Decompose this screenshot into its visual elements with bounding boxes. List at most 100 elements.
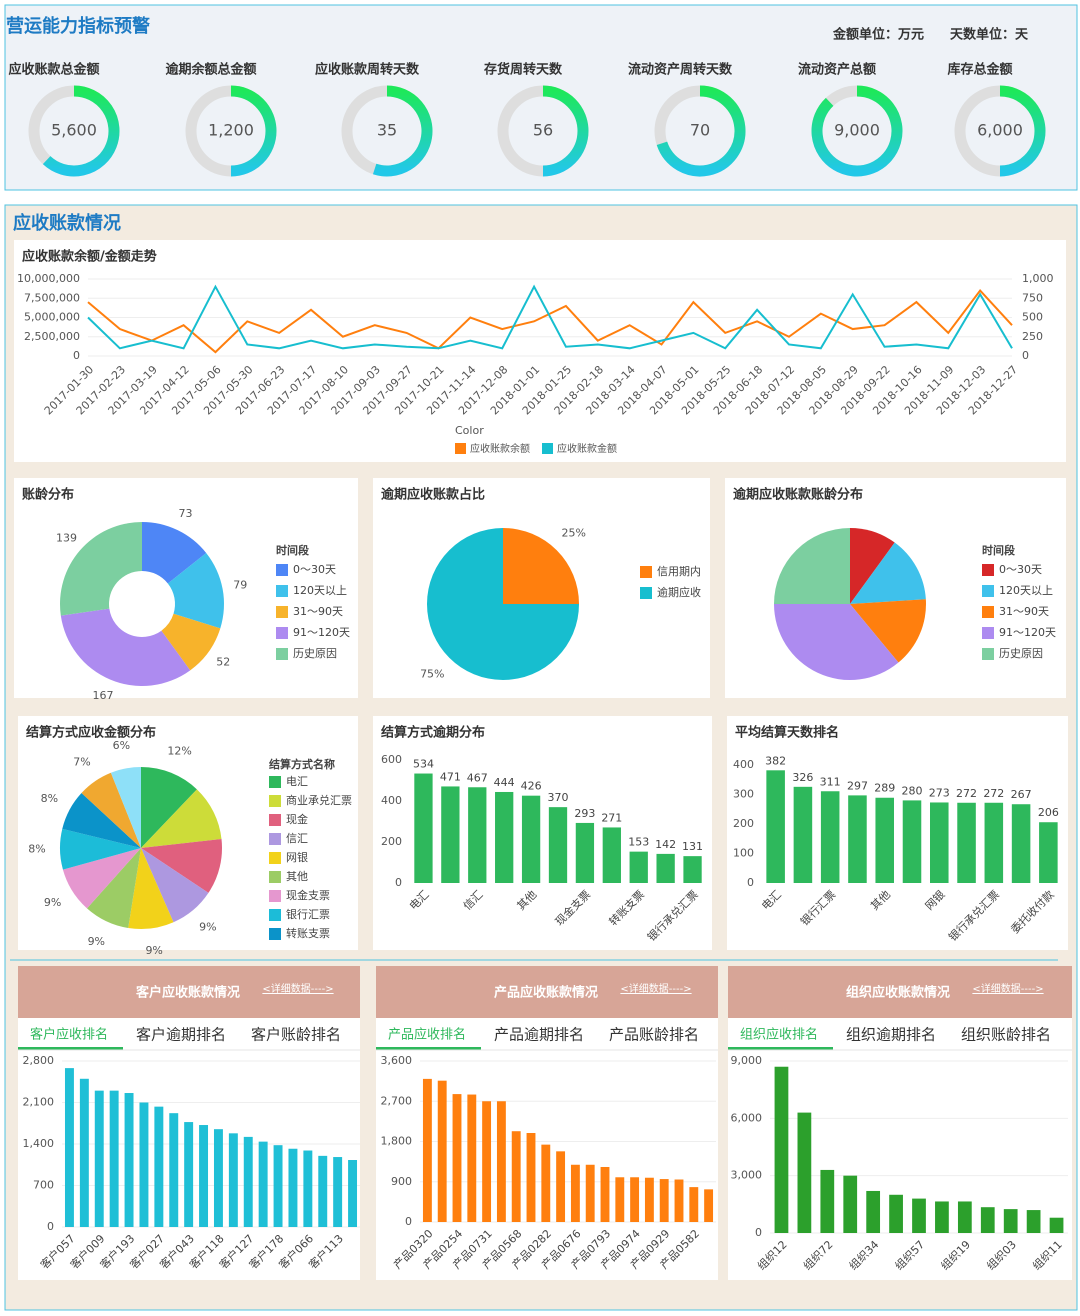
tab[interactable]: 产品账龄排名 bbox=[609, 1026, 699, 1044]
bar bbox=[575, 822, 595, 883]
value-label: 153 bbox=[628, 836, 649, 849]
y-tick-label: 3,600 bbox=[381, 1054, 413, 1067]
legend-label: 120天以上 bbox=[999, 584, 1053, 597]
tab[interactable]: 组织账龄排名 bbox=[961, 1026, 1051, 1044]
value-label: 370 bbox=[548, 791, 569, 804]
gauge-label: 库存总金额 bbox=[947, 62, 1012, 78]
bar bbox=[629, 851, 648, 883]
value-label: 206 bbox=[1038, 806, 1059, 819]
value-label: 426 bbox=[521, 780, 542, 793]
slice-label: 9% bbox=[145, 944, 162, 957]
bar bbox=[570, 1164, 580, 1222]
bar bbox=[1039, 822, 1058, 883]
bar bbox=[124, 1093, 134, 1227]
detail-link[interactable]: <详细数据----> bbox=[262, 982, 333, 995]
bar bbox=[644, 1177, 654, 1222]
bar bbox=[258, 1141, 268, 1227]
unit-label: 金额单位：万元 bbox=[832, 27, 924, 43]
slice-label: 167 bbox=[93, 689, 114, 702]
y-tick-label: 0 bbox=[755, 1226, 762, 1239]
tab[interactable]: 产品逾期排名 bbox=[494, 1026, 584, 1044]
bar bbox=[154, 1106, 164, 1227]
legend-swatch bbox=[276, 585, 288, 597]
value-label: 273 bbox=[929, 786, 950, 799]
bar bbox=[774, 1066, 789, 1233]
bar bbox=[496, 1101, 506, 1222]
legend-label: 31～90天 bbox=[999, 605, 1049, 618]
detail-link[interactable]: <详细数据----> bbox=[620, 982, 691, 995]
slice-label: 139 bbox=[56, 531, 77, 544]
value-label: 444 bbox=[494, 776, 515, 789]
legend-swatch bbox=[269, 814, 281, 826]
value-label: 272 bbox=[983, 787, 1004, 800]
legend-title: Color bbox=[455, 424, 484, 437]
legend-swatch bbox=[982, 585, 994, 597]
pie-slice bbox=[142, 522, 207, 584]
bar bbox=[348, 1160, 358, 1227]
gauge-value: 9,000 bbox=[834, 121, 880, 140]
bar bbox=[437, 1080, 447, 1222]
legend-swatch bbox=[276, 648, 288, 660]
bar bbox=[659, 1179, 669, 1222]
detail-link[interactable]: <详细数据----> bbox=[972, 982, 1043, 995]
bar bbox=[1003, 1209, 1018, 1233]
tab[interactable]: 组织应收排名 bbox=[740, 1027, 818, 1043]
bar bbox=[674, 1179, 684, 1222]
legend-title: 结算方式名称 bbox=[268, 757, 335, 771]
slice-label: 9% bbox=[44, 896, 61, 909]
tab-underline bbox=[728, 1047, 833, 1050]
line-series bbox=[87, 284, 1013, 350]
value-label: 534 bbox=[413, 758, 434, 771]
legend-label: 现金 bbox=[286, 812, 308, 826]
y-tick-label: 400 bbox=[733, 758, 754, 771]
pie-slice bbox=[128, 848, 174, 930]
tab[interactable]: 组织逾期排名 bbox=[846, 1026, 936, 1044]
value-label: 297 bbox=[847, 779, 868, 792]
bar bbox=[797, 1112, 812, 1233]
value-label: 142 bbox=[655, 838, 676, 851]
legend-swatch bbox=[269, 909, 281, 921]
tab[interactable]: 客户逾期排名 bbox=[136, 1026, 226, 1044]
legend-swatch bbox=[982, 648, 994, 660]
pie-slice bbox=[110, 766, 141, 848]
y-tick-label: 3,000 bbox=[731, 1169, 763, 1182]
y-tick-label: 1,400 bbox=[23, 1137, 55, 1150]
bar bbox=[875, 797, 894, 883]
bar bbox=[139, 1102, 149, 1227]
value-label: 131 bbox=[682, 840, 703, 853]
y-tick-label: 0 bbox=[747, 876, 754, 889]
pie-slice bbox=[850, 528, 895, 604]
y-tick-label: 2,100 bbox=[23, 1096, 55, 1109]
section-title: 应收账款情况 bbox=[13, 212, 121, 234]
pie-slice bbox=[167, 552, 224, 629]
tab[interactable]: 产品应收排名 bbox=[388, 1027, 466, 1043]
pie-slice bbox=[774, 528, 850, 604]
legend-title: 时间段 bbox=[982, 543, 1015, 557]
bar bbox=[288, 1148, 298, 1227]
pie-slice bbox=[60, 828, 141, 870]
y-tick-label: 9,000 bbox=[731, 1054, 763, 1067]
tab[interactable]: 客户账龄排名 bbox=[251, 1026, 341, 1044]
legend-label: 0～30天 bbox=[999, 563, 1042, 576]
legend-label: 现金支票 bbox=[286, 888, 330, 902]
tab[interactable]: 客户应收排名 bbox=[30, 1027, 108, 1043]
pie-slice bbox=[60, 608, 191, 687]
bar bbox=[495, 791, 514, 883]
bar bbox=[243, 1136, 253, 1227]
chart-title: 结算方式应收金额分布 bbox=[26, 725, 156, 741]
value-label: 271 bbox=[601, 811, 622, 824]
panel-header bbox=[728, 966, 1072, 1018]
bar bbox=[541, 1144, 551, 1222]
gauge-arc bbox=[372, 85, 433, 177]
legend-label: 逾期应收 bbox=[657, 585, 701, 599]
slice-label: 73 bbox=[178, 507, 192, 520]
gauge-value: 6,000 bbox=[977, 121, 1023, 140]
y2-tick-label: 0 bbox=[1022, 349, 1029, 362]
gauge-arc bbox=[811, 85, 903, 177]
slice-label: 52 bbox=[216, 655, 230, 668]
gauge-value: 70 bbox=[690, 121, 710, 140]
tab-underline bbox=[18, 1047, 123, 1050]
bar bbox=[683, 856, 702, 883]
bar bbox=[602, 827, 621, 883]
panel-title: 组织应收账款情况 bbox=[846, 985, 950, 1001]
